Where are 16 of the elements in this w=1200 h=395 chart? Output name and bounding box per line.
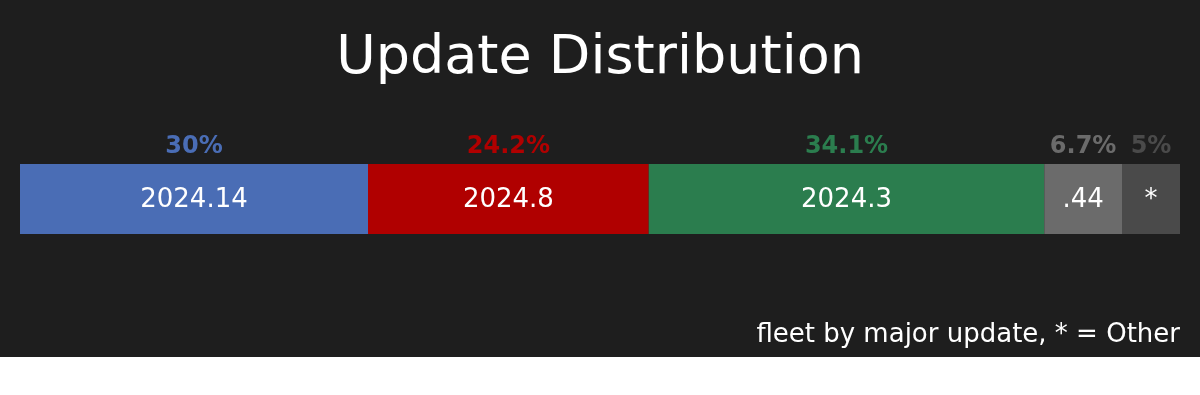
bar <box>1044 164 1122 234</box>
series-label: * <box>1144 183 1158 213</box>
data-label: 30% <box>165 131 223 159</box>
bar <box>368 164 649 234</box>
series-label: .44 <box>1062 183 1104 213</box>
bar <box>20 164 368 234</box>
data-label: 24.2% <box>466 131 550 159</box>
bar <box>1122 164 1180 234</box>
series-label: 2024.3 <box>801 183 892 213</box>
series-label: 2024.8 <box>462 183 554 213</box>
data-label: 34.1% <box>804 131 889 159</box>
chart-title: Update Distribution <box>336 23 864 86</box>
series-label: 2024.14 <box>140 183 248 213</box>
data-label: 6.7% <box>1049 131 1117 159</box>
bar <box>648 164 1045 234</box>
text: fleet by major update, * = Other <box>756 318 1181 348</box>
